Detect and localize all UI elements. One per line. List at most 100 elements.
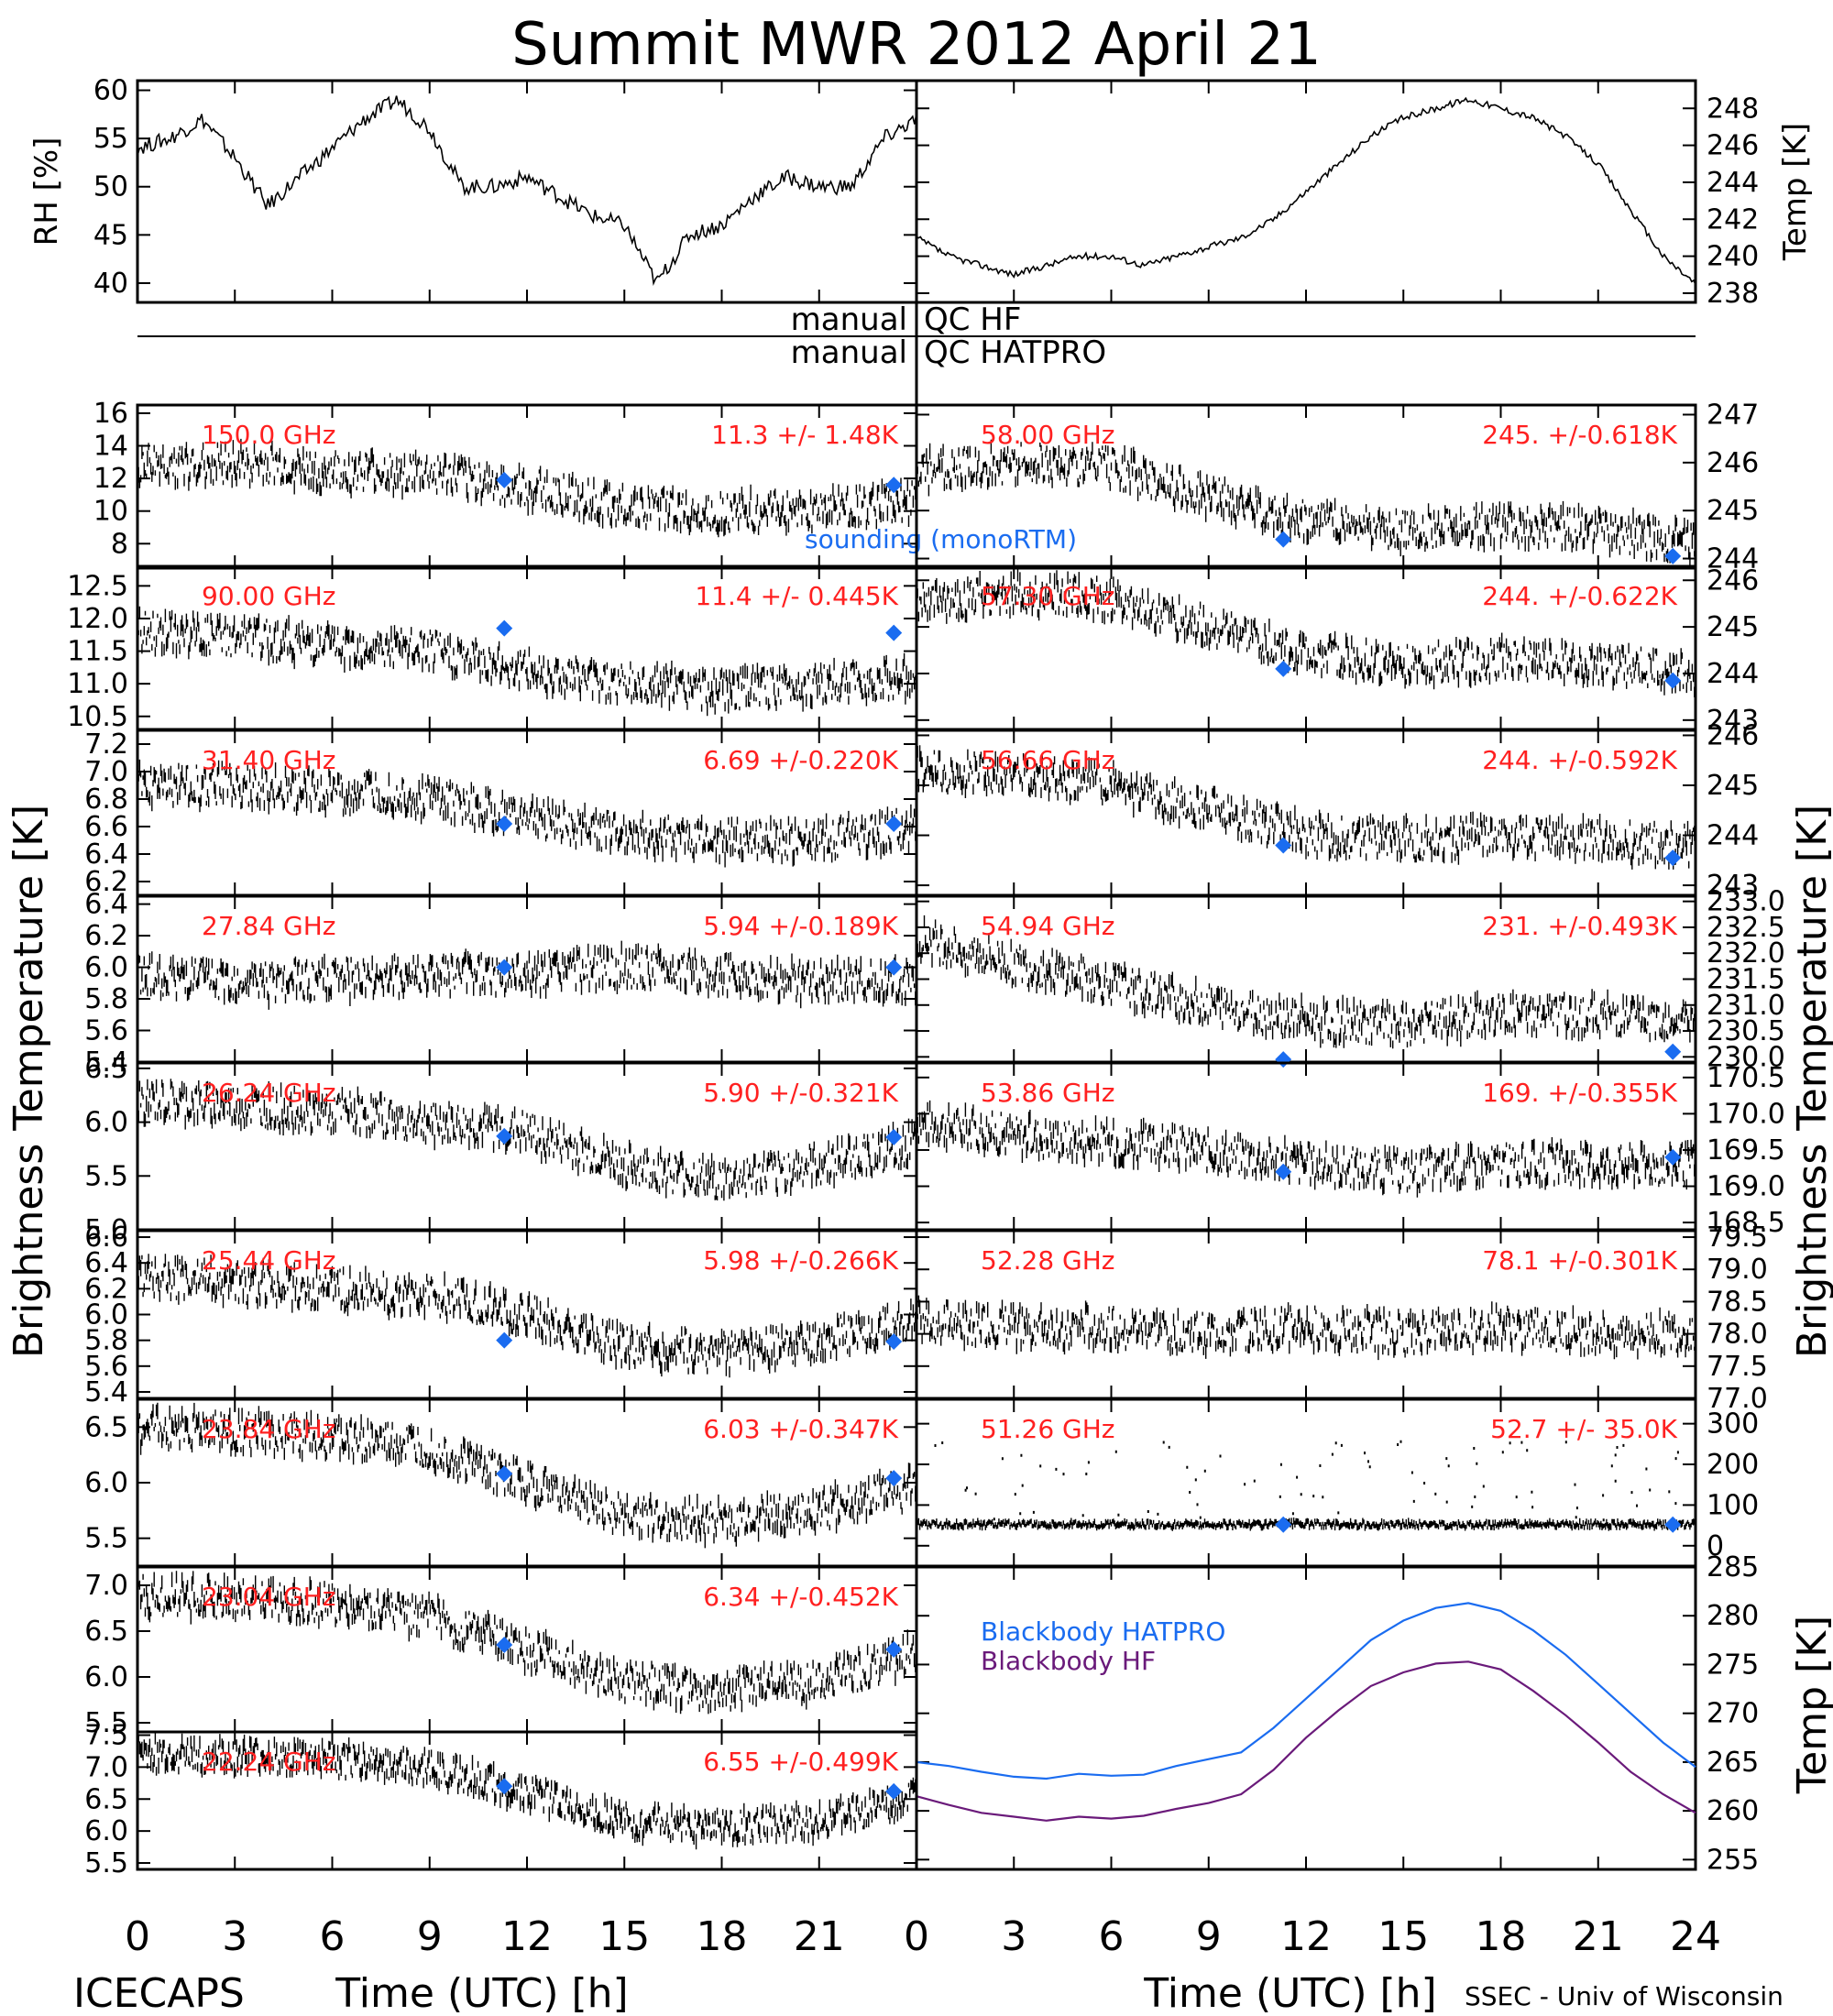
y-tick-label: 5.6 bbox=[84, 1015, 128, 1047]
sounding-marker bbox=[885, 624, 903, 641]
y-tick-label: 265 bbox=[1707, 1747, 1759, 1779]
x-tick-label: 15 bbox=[1377, 1913, 1429, 1960]
y-tick-label: 5.4 bbox=[84, 1376, 128, 1408]
y-tick-label: 169.0 bbox=[1707, 1171, 1785, 1203]
data-point-cloud bbox=[137, 1079, 916, 1201]
y-tick-label: 6.5 bbox=[84, 1053, 128, 1085]
footer-credit: SSEC - Univ of Wisconsin bbox=[1465, 1981, 1784, 2011]
sounding-marker bbox=[885, 1333, 903, 1351]
y-tick-label: 230.0 bbox=[1707, 1041, 1785, 1073]
stats-label: 244. +/-0.592K bbox=[1482, 745, 1677, 775]
sounding-marker bbox=[496, 471, 513, 488]
y-tick-label: 238 bbox=[1707, 278, 1759, 310]
y-tick-label: 5.5 bbox=[84, 1707, 128, 1739]
y-tick-label: 16 bbox=[93, 398, 128, 430]
y-tick-label: 169.5 bbox=[1707, 1134, 1785, 1167]
y-tick-label: 6.8 bbox=[84, 783, 128, 816]
y-tick-label: 244 bbox=[1707, 167, 1759, 199]
y-tick-label: 40 bbox=[93, 268, 128, 300]
stats-label: 5.94 +/-0.189K bbox=[703, 911, 898, 941]
data-points-52.28 bbox=[916, 1295, 1696, 1361]
y-tick-label: 0 bbox=[1707, 1530, 1724, 1562]
y-tick-label: 6.2 bbox=[84, 1273, 128, 1305]
y-tick-label: 77.5 bbox=[1707, 1351, 1768, 1383]
series-rh bbox=[137, 95, 917, 286]
y-tick-label: 7.0 bbox=[84, 1570, 128, 1602]
x-tick-label: 12 bbox=[1280, 1913, 1332, 1960]
footer-icecaps: ICECAPS bbox=[73, 1970, 245, 2016]
y-tick-label: 243 bbox=[1707, 705, 1759, 737]
panel-27.84: 5.45.65.86.06.26.4 27.84 GHz 5.94 +/-0.189… bbox=[84, 889, 918, 1079]
sounding-marker bbox=[496, 816, 513, 832]
y-tick-label: 170.0 bbox=[1707, 1098, 1785, 1130]
legend-bb-hf: Blackbody HF bbox=[981, 1646, 1156, 1676]
data-point-cloud bbox=[137, 759, 916, 868]
panel-56.66: 243 244 245 246 56.66 GHz 244. +/-0.592K bbox=[915, 719, 1759, 902]
y-tick-label: 246 bbox=[1707, 564, 1759, 597]
y-tick-label: 300 bbox=[1707, 1408, 1759, 1441]
y-tick-label: 79.0 bbox=[1707, 1254, 1768, 1286]
panel-57.30: 243 244 245 246 57.30 GHz 244. +/-0.622K bbox=[915, 564, 1759, 737]
stats-label: 5.98 +/-0.266K bbox=[703, 1245, 898, 1276]
y-tick-label: 100 bbox=[1707, 1489, 1759, 1521]
y-tick-label: 60 bbox=[93, 75, 128, 107]
y-tick-label: 246 bbox=[1707, 447, 1759, 479]
y-tick-label: 255 bbox=[1707, 1844, 1759, 1876]
y-tick-label: 232.5 bbox=[1707, 912, 1785, 944]
sounding-marker bbox=[496, 1331, 513, 1349]
stats-label: 11.4 +/- 0.445K bbox=[695, 581, 898, 611]
panel-frame bbox=[915, 1565, 1697, 1871]
y-tick-label: 10 bbox=[93, 496, 128, 528]
sounding-marker bbox=[1664, 1516, 1682, 1533]
frequency-label: 53.86 GHz bbox=[981, 1078, 1115, 1108]
right-y-axis-label: Brightness Temperature [K] bbox=[1789, 805, 1833, 1358]
y-tick-label: 8 bbox=[111, 528, 128, 560]
y-tick-label: 230.5 bbox=[1707, 1015, 1785, 1047]
y-tick-label: 248 bbox=[1707, 93, 1759, 125]
sounding-legend: sounding (monoRTM) bbox=[805, 524, 1077, 554]
series-bb-hatpro bbox=[916, 1602, 1696, 1780]
data-points-150.0 bbox=[137, 438, 916, 538]
frequency-label: 23.84 GHz bbox=[202, 1414, 336, 1444]
x-tick-label: 6 bbox=[1099, 1913, 1125, 1960]
y-tick-label: 240 bbox=[1707, 241, 1759, 273]
y-tick-label: 6.0 bbox=[84, 1661, 128, 1693]
data-points-26.24 bbox=[137, 1079, 916, 1201]
y-tick-label: 5.5 bbox=[84, 1160, 128, 1192]
y-tick-label: 231.0 bbox=[1707, 990, 1785, 1022]
series-temp bbox=[916, 96, 1696, 285]
panel-26.24: 5.0 5.5 6.0 6.5 26.24 GHz 5.90 +/-0.321K bbox=[84, 1053, 918, 1246]
data-point-cloud bbox=[137, 606, 916, 717]
y-tick-label: 11.5 bbox=[67, 636, 128, 668]
y-tick-label: 77.0 bbox=[1707, 1383, 1768, 1415]
y-tick-label: 5.4 bbox=[84, 1046, 128, 1079]
sounding-marker bbox=[496, 1637, 513, 1653]
y-tick-label: 6.2 bbox=[84, 920, 128, 952]
x-tick-label: 18 bbox=[697, 1913, 748, 1960]
y-tick-label: 170.5 bbox=[1707, 1062, 1785, 1094]
y-tick-label: 11.0 bbox=[67, 668, 128, 700]
data-points-51.26 bbox=[916, 1440, 1696, 1531]
y-tick-label: 246 bbox=[1707, 130, 1759, 162]
sounding-marker bbox=[496, 1465, 513, 1483]
y-tick-label: 5.5 bbox=[84, 1847, 128, 1879]
stats-label: 52.7 +/- 35.0K bbox=[1490, 1414, 1677, 1444]
y-tick-label: 233.0 bbox=[1707, 886, 1785, 918]
qc-hf-label-right: QC HF bbox=[924, 301, 1021, 338]
x-tick-label: 21 bbox=[1573, 1913, 1624, 1960]
x-tick-label: 3 bbox=[1001, 1913, 1026, 1960]
sounding-marker bbox=[885, 1641, 903, 1658]
x-tick-label: 9 bbox=[1196, 1913, 1222, 1960]
x-tick-label: 6 bbox=[320, 1913, 346, 1960]
panel-52.28: 77.077.578.078.579.079.5 52.28 GHz 78.1 +/… bbox=[915, 1222, 1768, 1415]
panel-blackbody: 255 260 265 270 275 280 285 bbox=[915, 1551, 1759, 1876]
y-tick-label: 245 bbox=[1707, 770, 1759, 802]
frequency-label: 56.66 GHz bbox=[981, 745, 1115, 775]
y-tick-label: 6.0 bbox=[84, 1107, 128, 1139]
x-tick-label: 12 bbox=[501, 1913, 553, 1960]
frequency-label: 90.00 GHz bbox=[202, 581, 336, 611]
data-points-53.86 bbox=[916, 1100, 1696, 1198]
stats-label: 5.90 +/-0.321K bbox=[703, 1078, 898, 1108]
y-tick-label: 12.0 bbox=[67, 603, 128, 635]
y-tick-label: 6.6 bbox=[84, 1222, 128, 1254]
